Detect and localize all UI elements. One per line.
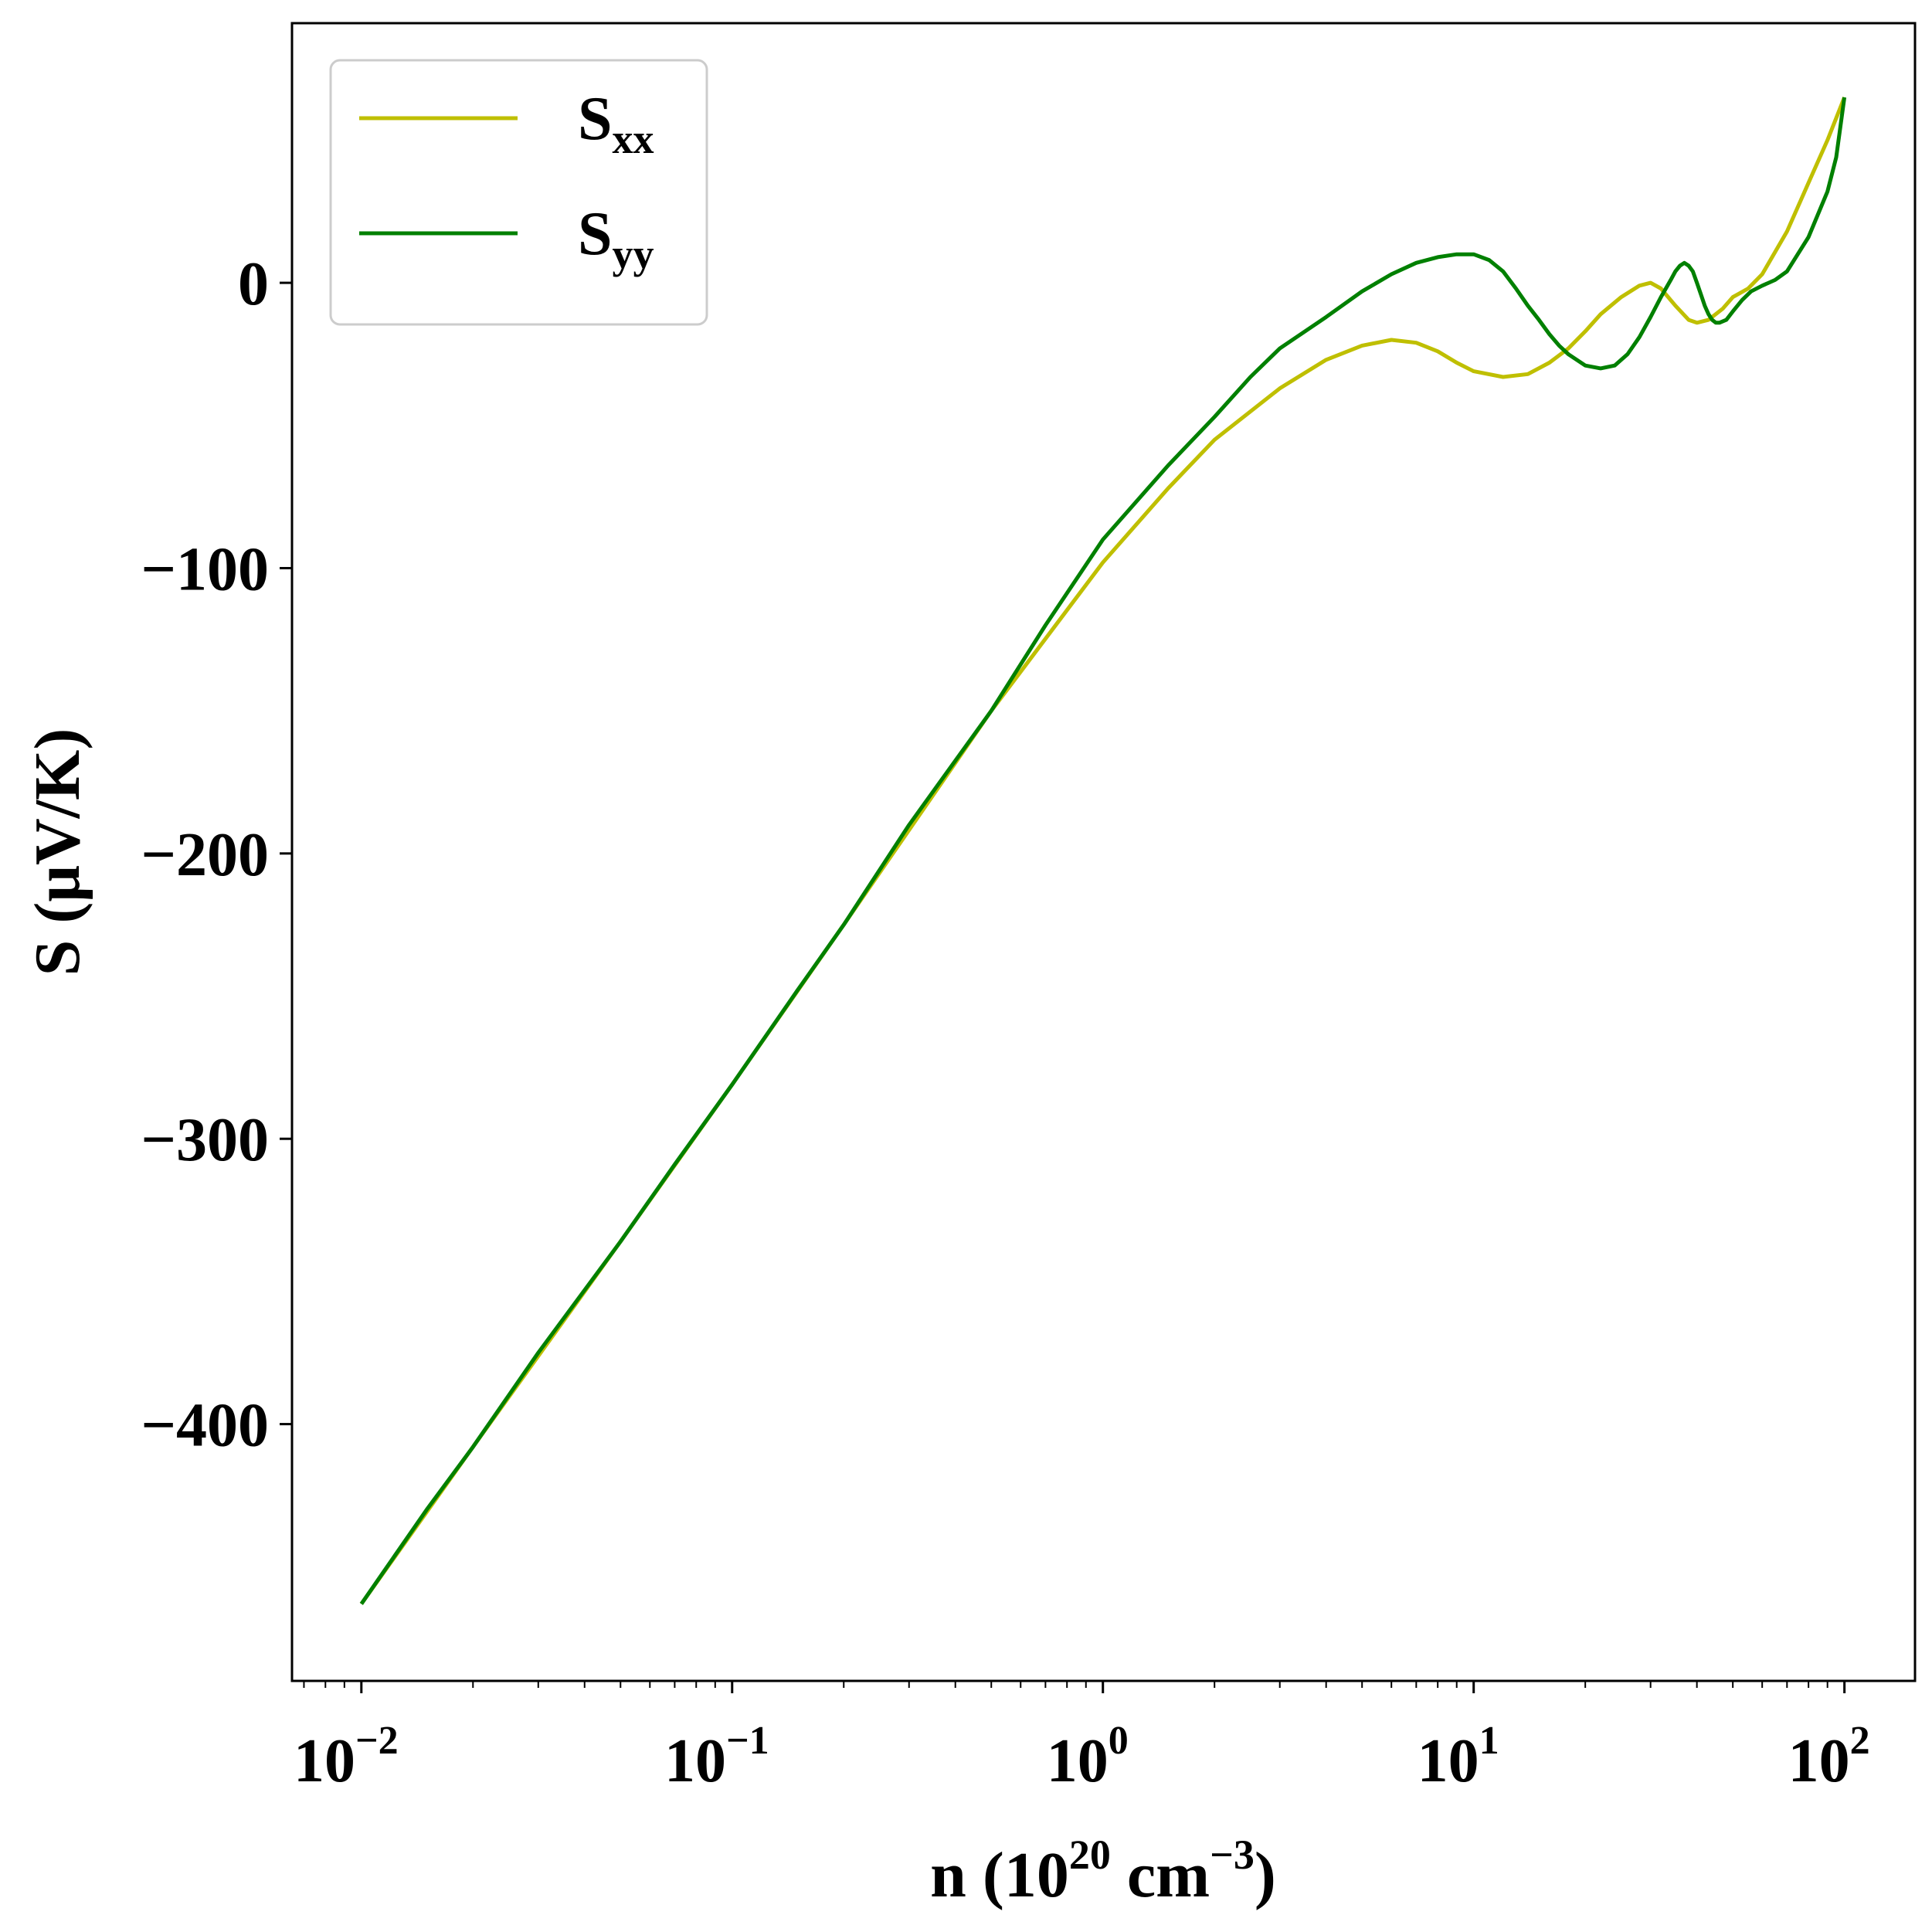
x-tick-label: 10−2 [294, 1719, 399, 1795]
series-line-yy [359, 97, 1847, 1605]
y-tick-label: −300 [141, 1106, 269, 1174]
y-axis-label: S (μV/K) [22, 728, 93, 976]
legend-box [329, 59, 708, 326]
legend-label-syy: Syy [578, 200, 654, 277]
x-tick-label: 100 [1047, 1719, 1129, 1795]
series-line-xx [359, 97, 1846, 1605]
x-tick-label: 102 [1788, 1719, 1870, 1795]
x-tick-label: 101 [1418, 1719, 1499, 1795]
x-axis-label: n (1020 cm−3) [930, 1832, 1276, 1911]
y-axis-ticks: 0 −100 −200 −300 −400 [141, 250, 292, 1460]
y-tick-label: −200 [141, 821, 269, 889]
y-tick-label: −400 [141, 1392, 269, 1460]
legend-label-sxx: Sxx [578, 85, 654, 162]
y-tick-label: 0 [238, 250, 269, 318]
x-tick-label: 10−1 [664, 1719, 769, 1795]
x-axis-ticks: 10−2 10−1 100 101 102 [294, 1681, 1870, 1795]
legend: Sxx Syy [329, 59, 708, 326]
y-tick-label: −100 [141, 535, 269, 603]
plot-area [359, 97, 1847, 1605]
